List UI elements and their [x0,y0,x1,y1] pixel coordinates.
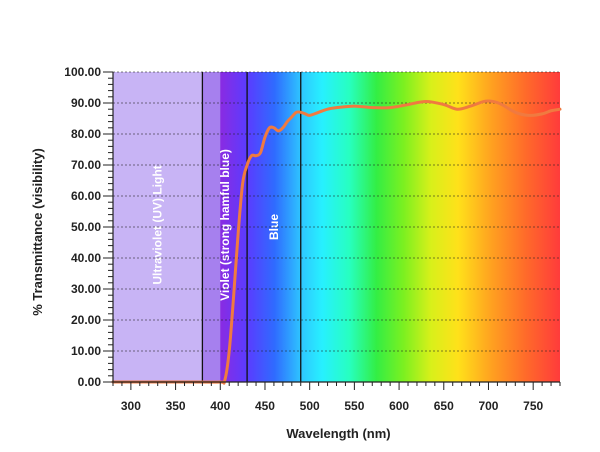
y-axis-title: % Transmittance (visibility) [30,148,45,316]
y-tick-label-4: 40.00 [71,251,101,265]
x-tick-label-2: 400 [210,399,230,413]
transmittance-line [111,99,562,385]
x-tick-label-7: 650 [434,399,454,413]
x-tick-label-1: 350 [166,399,186,413]
y-tick-label-5: 50.00 [71,220,101,234]
violet-region-edge [202,72,221,382]
region-label-1: Violet (strong hamful blue) [218,149,232,301]
y-tick-label-3: 30.00 [71,282,101,296]
x-tick-label-9: 750 [523,399,543,413]
x-tick-label-3: 450 [255,399,275,413]
x-tick-label-4: 500 [300,399,320,413]
y-tick-label-9: 90.00 [71,96,101,110]
x-tick-label-8: 700 [478,399,498,413]
y-tick-label-6: 60.00 [71,189,101,203]
x-tick-label-5: 550 [344,399,364,413]
y-tick-label-10: 100.00 [64,65,101,79]
y-tick-label-7: 70.00 [71,158,101,172]
y-tick-label-0: 0.00 [78,375,102,389]
y-tick-label-1: 10.00 [71,344,101,358]
x-axis-title: Wavelength (nm) [286,426,390,441]
region-label-0: Ultraviolet (UV) Light [151,165,165,284]
x-tick-label-0: 300 [121,399,141,413]
y-tick-label-8: 80.00 [71,127,101,141]
y-tick-label-2: 20.00 [71,313,101,327]
x-tick-label-6: 600 [389,399,409,413]
